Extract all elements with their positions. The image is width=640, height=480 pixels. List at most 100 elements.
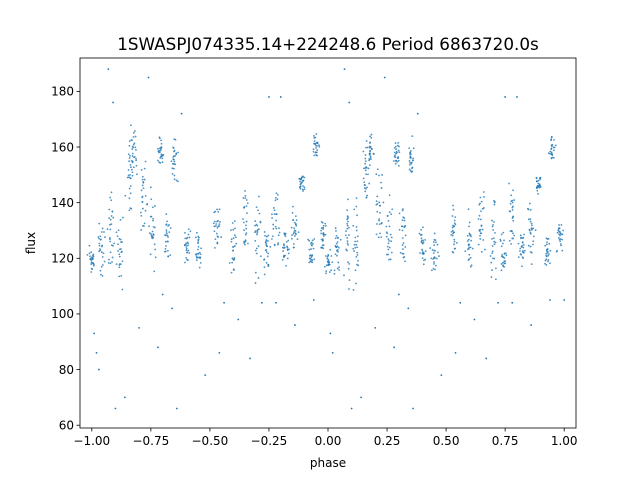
data-point <box>292 205 294 208</box>
data-point <box>401 219 404 222</box>
data-point <box>551 153 553 156</box>
data-point <box>312 247 315 250</box>
data-point <box>214 220 216 223</box>
data-point <box>369 156 372 159</box>
data-point <box>516 96 518 98</box>
data-point <box>402 242 405 244</box>
data-point <box>454 247 457 250</box>
data-point <box>254 240 257 242</box>
data-point <box>421 252 424 254</box>
data-point <box>275 213 277 216</box>
data-point <box>218 351 221 354</box>
data-point <box>113 242 116 245</box>
data-point <box>532 240 535 243</box>
data-point <box>312 299 315 301</box>
data-point <box>141 178 144 181</box>
data-point <box>512 232 514 235</box>
data-point <box>234 236 237 239</box>
data-point <box>256 231 259 234</box>
data-point <box>335 246 338 249</box>
data-point <box>494 241 497 244</box>
data-point <box>365 166 368 169</box>
data-point <box>495 267 497 270</box>
data-point <box>393 146 396 149</box>
data-point <box>144 209 147 212</box>
data-point <box>390 240 392 243</box>
data-point <box>546 241 548 244</box>
data-point <box>161 161 164 164</box>
data-point <box>172 147 175 150</box>
data-point <box>311 244 313 247</box>
data-point <box>393 346 396 349</box>
data-point <box>142 224 144 227</box>
data-point <box>284 232 287 235</box>
data-point <box>380 181 382 184</box>
data-point <box>257 245 260 248</box>
data-point <box>128 176 130 179</box>
data-point <box>185 242 188 245</box>
data-point <box>89 258 92 261</box>
data-point <box>290 237 293 240</box>
data-point <box>377 236 380 239</box>
data-point <box>375 173 378 176</box>
data-point <box>101 244 104 247</box>
data-point <box>310 261 313 263</box>
data-point <box>348 288 350 290</box>
data-point <box>523 249 526 252</box>
data-point <box>91 258 93 261</box>
data-point <box>360 396 362 399</box>
data-point <box>129 173 131 176</box>
data-point <box>411 159 414 162</box>
data-point <box>99 249 102 252</box>
y-tick-label: 80 <box>59 363 74 377</box>
data-point <box>420 237 423 240</box>
data-point <box>500 269 503 272</box>
data-point <box>129 155 131 157</box>
data-point <box>184 237 187 240</box>
data-point <box>98 368 100 371</box>
data-point <box>545 237 548 240</box>
data-point <box>329 332 332 335</box>
data-point <box>216 242 219 245</box>
data-point <box>184 243 186 246</box>
data-point <box>228 262 231 264</box>
data-point <box>195 253 198 255</box>
data-point <box>364 162 367 165</box>
data-point <box>173 174 176 177</box>
data-point <box>491 237 493 240</box>
data-point <box>550 148 553 151</box>
data-point <box>119 218 122 221</box>
data-point <box>165 231 168 233</box>
data-point <box>550 135 553 138</box>
data-point <box>153 243 156 246</box>
data-point <box>529 231 532 234</box>
data-point <box>267 263 270 266</box>
data-point <box>104 236 106 239</box>
data-point <box>314 144 317 147</box>
data-point <box>354 240 357 243</box>
data-point <box>470 235 472 238</box>
data-point <box>264 234 266 237</box>
data-point <box>142 181 145 184</box>
data-point <box>216 235 219 238</box>
data-point <box>293 227 296 230</box>
data-point <box>171 307 174 310</box>
data-point <box>552 149 555 152</box>
data-point <box>355 205 358 208</box>
data-point <box>394 145 397 148</box>
data-point <box>111 261 113 263</box>
data-point <box>517 242 520 245</box>
data-point <box>247 242 249 245</box>
data-point <box>478 214 481 217</box>
data-point <box>549 249 552 252</box>
data-point <box>480 210 482 213</box>
data-point <box>259 220 262 223</box>
data-point <box>554 144 557 147</box>
data-point <box>346 237 349 239</box>
data-point <box>197 248 199 251</box>
data-point <box>397 149 400 152</box>
data-point <box>152 233 155 236</box>
data-point <box>356 254 359 256</box>
data-point <box>560 244 563 247</box>
data-point <box>391 208 394 211</box>
